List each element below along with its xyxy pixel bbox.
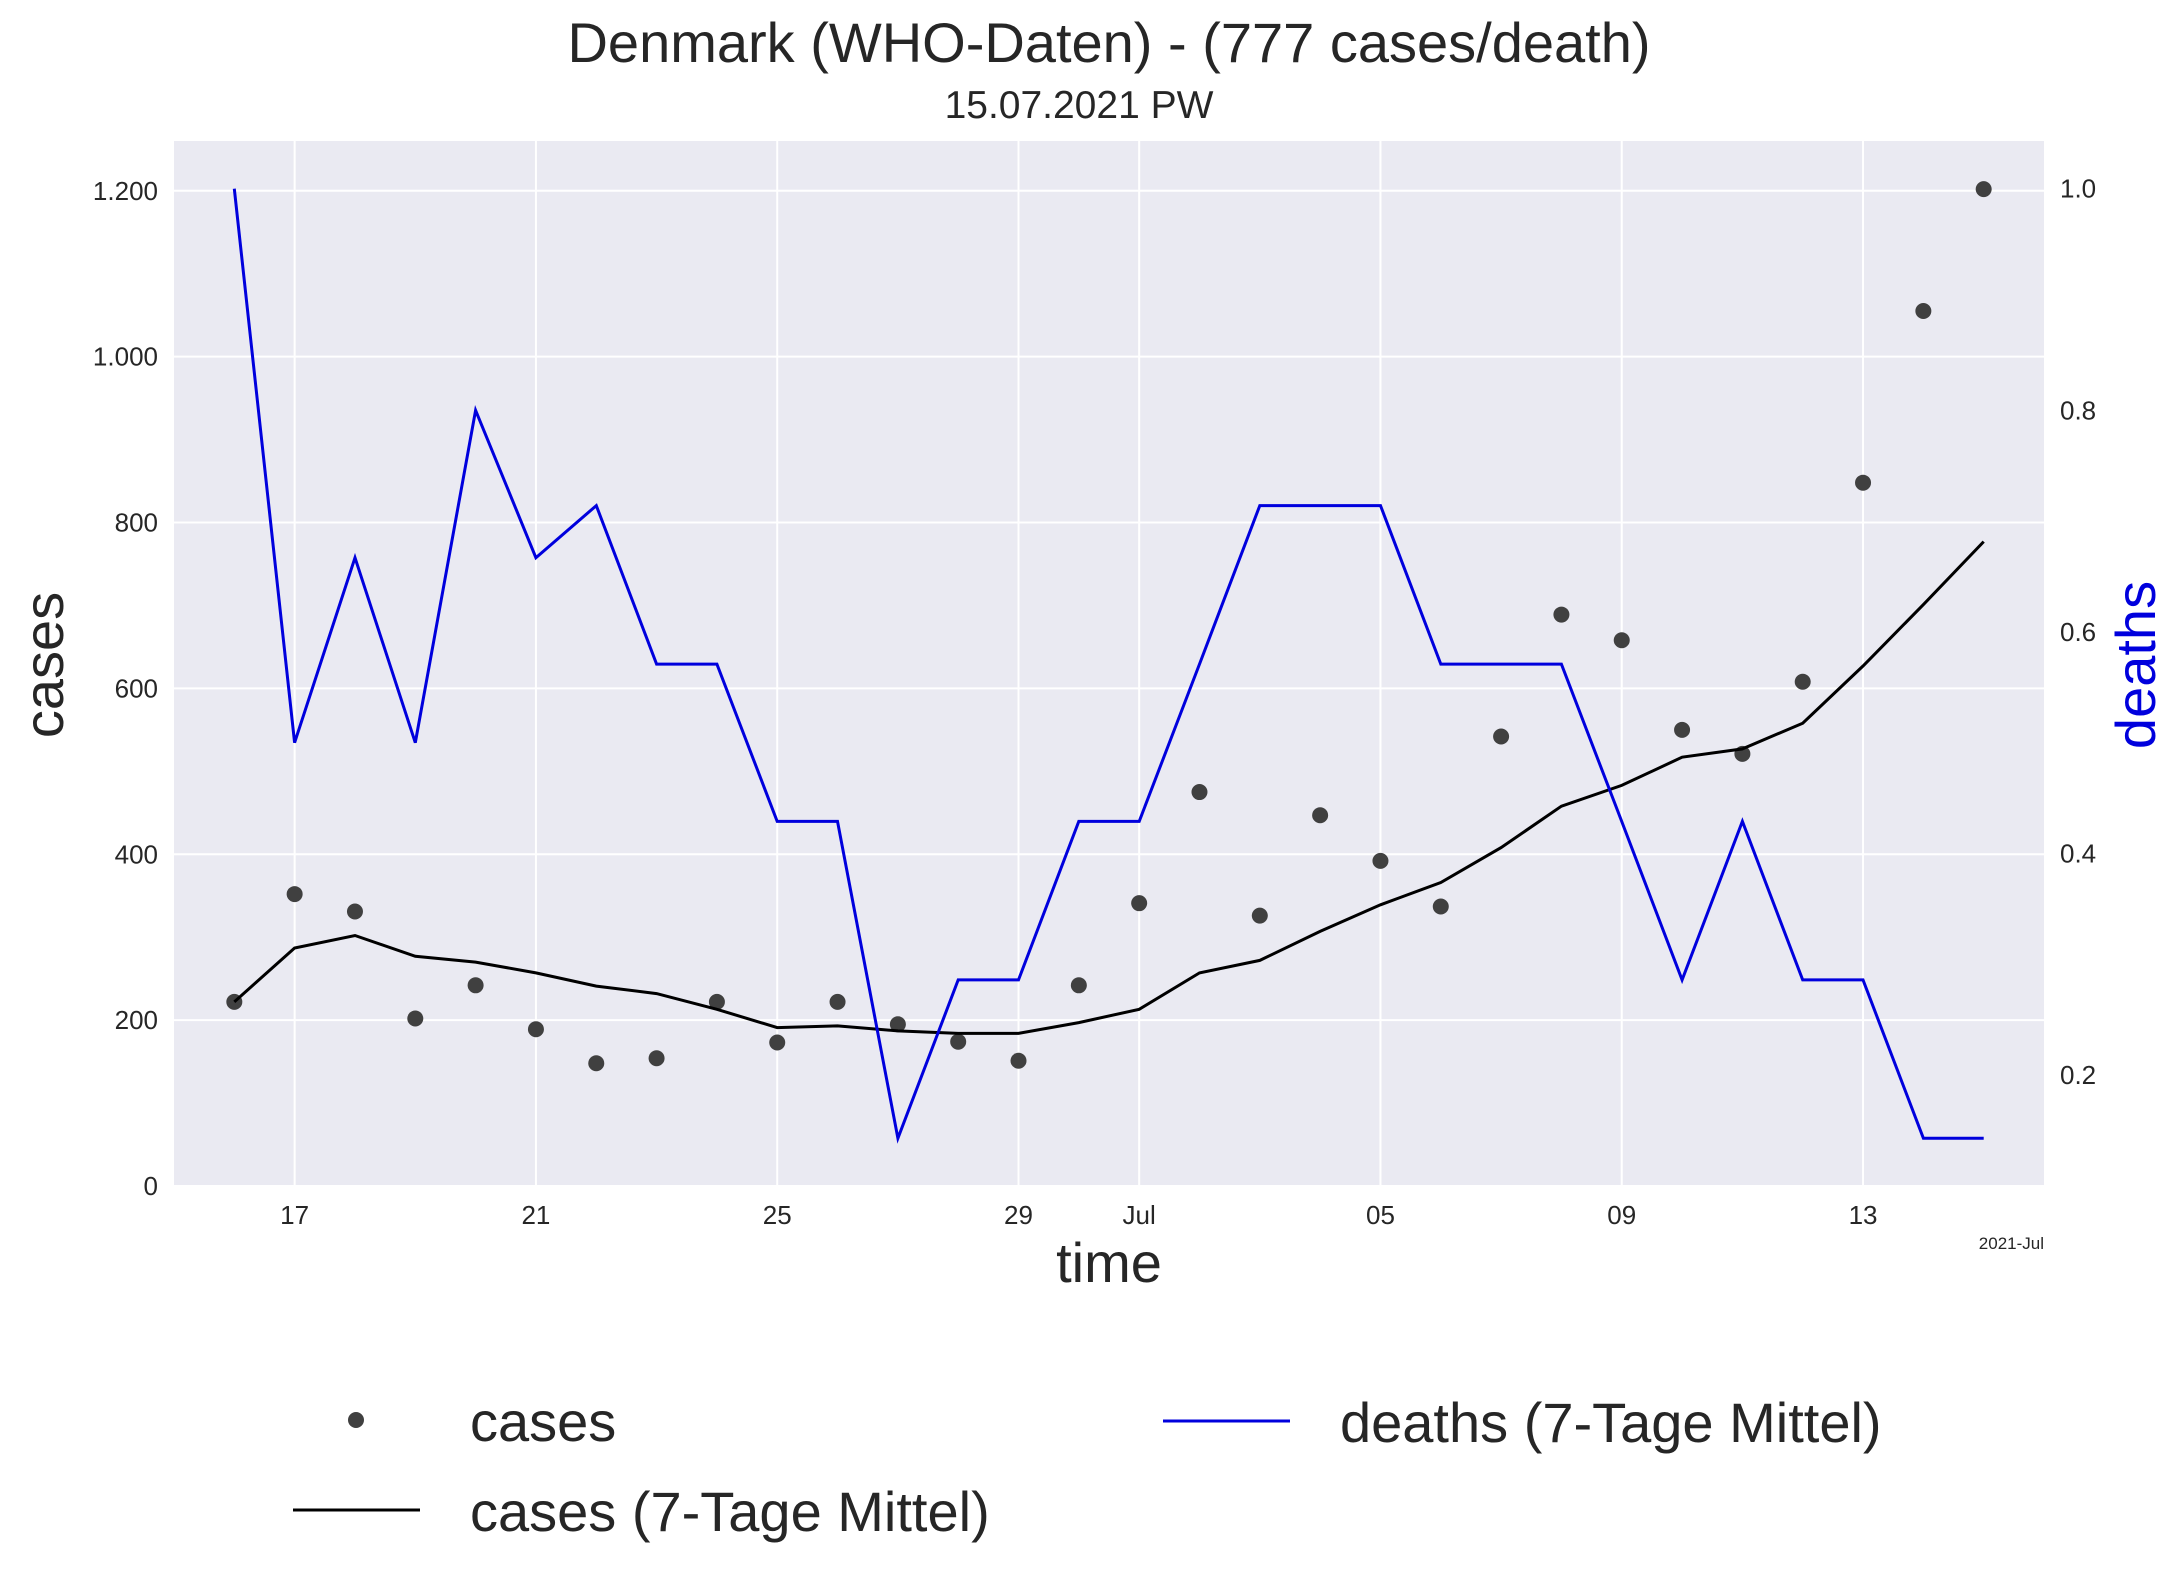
cases-point <box>1070 977 1087 994</box>
cases-point <box>346 903 363 920</box>
y-right-tick-label: 0.2 <box>2060 1060 2096 1090</box>
cases-point <box>1191 784 1208 801</box>
x-axis-label: time <box>1056 1231 1162 1294</box>
y-left-tick-label: 1.000 <box>93 342 158 372</box>
y-right-tick-label: 1.0 <box>2060 174 2096 204</box>
cases-point <box>286 886 303 903</box>
cases-point <box>1372 852 1389 869</box>
y-right-tick-label: 0.4 <box>2060 839 2096 869</box>
x-tick-label: 09 <box>1607 1200 1636 1230</box>
legend-label-deaths-mean: deaths (7-Tage Mittel) <box>1340 1391 1882 1454</box>
cases-point <box>407 1010 424 1027</box>
x-tick-label: 29 <box>1004 1200 1033 1230</box>
legend-marker-cases <box>348 1412 364 1428</box>
plot-area <box>174 141 2044 1186</box>
cases-point <box>1975 181 1992 198</box>
y-left-tick-label: 400 <box>115 839 158 869</box>
cases-point <box>648 1050 665 1067</box>
cases-point <box>467 977 484 994</box>
x-tick-label: Jul <box>1123 1200 1156 1230</box>
cases-point <box>1855 474 1872 491</box>
grid <box>174 141 2044 1187</box>
y-axis-left-label: cases <box>12 592 75 738</box>
y-left-tick-label: 1.200 <box>93 176 158 206</box>
x-tick-label: 25 <box>763 1200 792 1230</box>
cases-point <box>950 1033 967 1050</box>
cases-point <box>527 1021 544 1038</box>
y-axis-right-label: deaths <box>2104 581 2167 749</box>
x-axis-offset-label: 2021-Jul <box>1979 1234 2044 1253</box>
y-right-tick-label: 0.6 <box>2060 617 2096 647</box>
y-left-tick-label: 0 <box>144 1171 158 1201</box>
cases-point <box>769 1034 786 1051</box>
cases-point <box>1613 632 1630 649</box>
legend-label-cases-mean: cases (7-Tage Mittel) <box>470 1480 990 1543</box>
cases-point <box>1312 807 1329 824</box>
cases-point <box>588 1055 605 1072</box>
y-left-tick-label: 600 <box>115 673 158 703</box>
chart-subtitle: 15.07.2021 PW <box>945 84 1214 127</box>
y-left-tick-label: 200 <box>115 1005 158 1035</box>
cases-mean-line <box>233 540 1985 1035</box>
x-tick-label: 21 <box>521 1200 550 1230</box>
cases-point <box>889 1016 906 1033</box>
cases-point <box>1131 895 1148 912</box>
cases-point <box>829 993 846 1010</box>
cases-point <box>1915 303 1932 320</box>
series-layer <box>226 181 1992 1144</box>
legend-label-cases: cases <box>470 1390 616 1453</box>
axes: 17 21 25 29 Jul 05 09 13 0 200 400 600 800 1.000 1.200… <box>93 174 2096 1230</box>
cases-point <box>1794 673 1811 690</box>
x-tick-label: 05 <box>1366 1200 1395 1230</box>
chart-title: Denmark (WHO-Daten) - (777 cases/death) <box>567 11 1650 74</box>
cases-point <box>1674 721 1691 738</box>
cases-point <box>1493 728 1510 745</box>
deaths-mean-line <box>232 188 1984 1144</box>
cases-point <box>1432 898 1449 915</box>
legend: cases cases (7-Tage Mittel) deaths (7-Ta… <box>293 1390 1882 1543</box>
y-left-tick-label: 800 <box>115 508 158 538</box>
cases-point <box>708 993 725 1010</box>
cases-point <box>1251 907 1268 924</box>
x-tick-label: 13 <box>1849 1200 1878 1230</box>
y-right-tick-label: 0.8 <box>2060 395 2096 425</box>
cases-point <box>1553 606 1570 623</box>
cases-point <box>1010 1052 1027 1069</box>
x-tick-label: 17 <box>280 1200 309 1230</box>
